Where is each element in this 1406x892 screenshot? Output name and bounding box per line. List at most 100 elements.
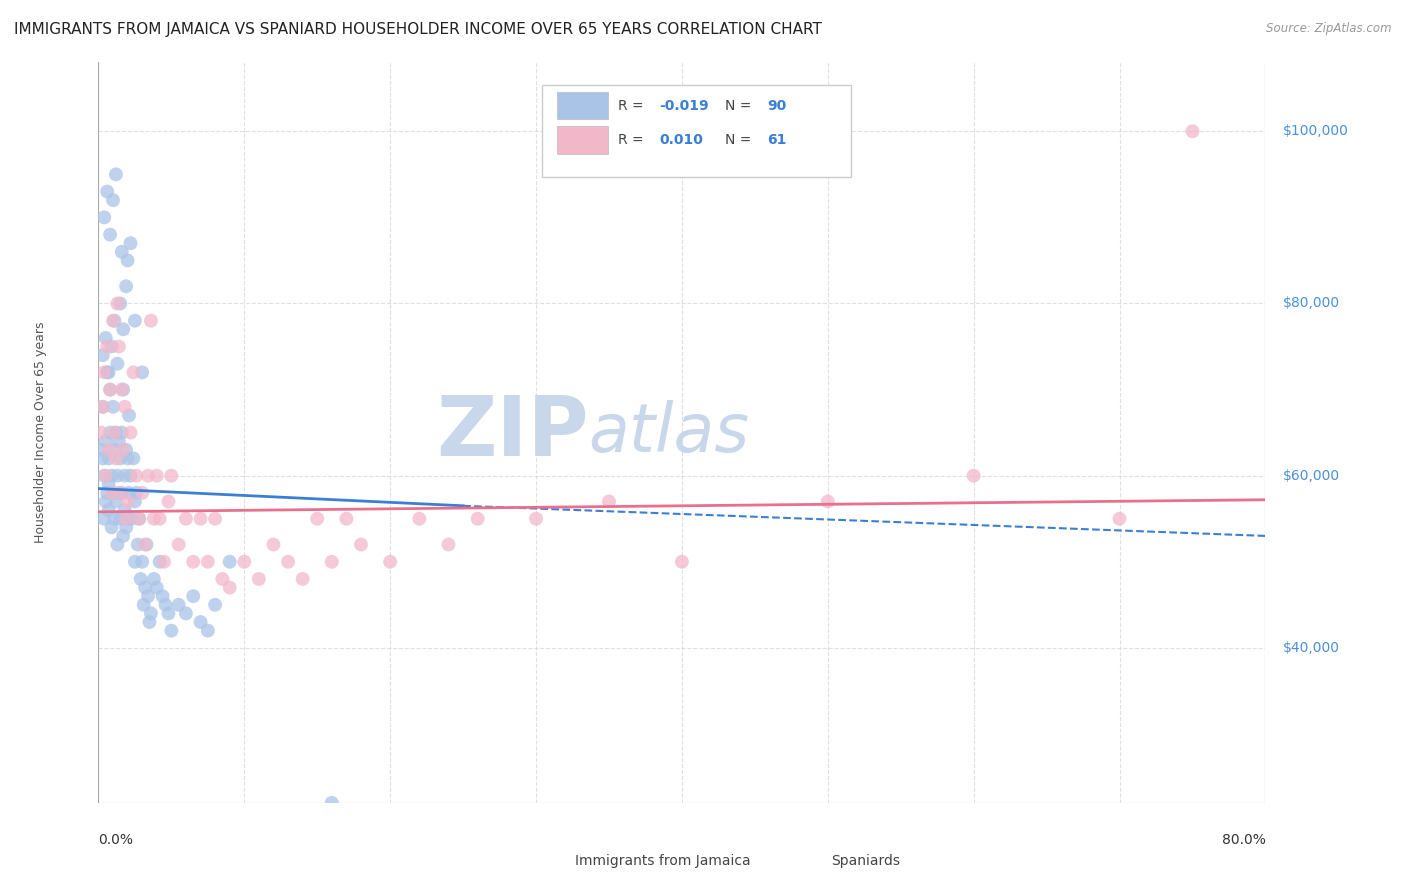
Point [321,555,343,569]
Point [118,409,141,423]
Point [157,494,180,508]
Point [129,572,152,586]
Point [97,451,120,466]
Text: R =: R = [617,99,648,113]
Point [197,555,219,569]
Point [117,512,139,526]
Point [91,451,114,466]
Point [124,494,146,508]
Point [97,503,120,517]
Point [131,555,153,569]
Point [118,486,141,500]
Point [96,185,118,199]
Point [204,512,226,526]
Point [174,512,197,526]
Point [122,365,145,379]
Text: Spaniards: Spaniards [831,854,900,868]
Point [380,555,402,569]
Point [93,512,115,526]
Text: $40,000: $40,000 [1282,640,1340,655]
Text: $80,000: $80,000 [1282,296,1340,310]
Point [136,468,159,483]
Point [131,486,153,500]
Point [105,537,128,551]
Point [122,451,145,466]
Point [104,451,127,466]
Text: IMMIGRANTS FROM JAMAICA VS SPANIARD HOUSEHOLDER INCOME OVER 65 YEARS CORRELATION: IMMIGRANTS FROM JAMAICA VS SPANIARD HOUS… [14,22,823,37]
Point [111,425,134,440]
Point [114,503,136,517]
Point [97,477,120,491]
Point [98,425,121,440]
Point [93,468,115,483]
Point [105,296,128,310]
Point [128,512,150,526]
Point [671,555,693,569]
Text: 90: 90 [768,99,786,113]
Point [111,244,134,259]
Point [97,365,120,379]
Point [104,425,127,440]
Point [134,581,156,595]
Point [96,486,118,500]
Point [115,279,138,293]
Point [94,494,117,508]
Point [181,555,204,569]
Point [524,512,547,526]
Point [335,512,357,526]
Point [153,555,176,569]
Point [96,339,118,353]
Point [124,314,146,328]
Point [307,512,329,526]
Text: $100,000: $100,000 [1282,124,1348,138]
Point [218,581,240,595]
Text: Source: ZipAtlas.com: Source: ZipAtlas.com [1267,22,1392,36]
Point [117,253,139,268]
Point [204,598,226,612]
Point [1108,512,1130,526]
Point [90,442,112,457]
Point [117,451,139,466]
Point [104,494,127,508]
Text: ZIP: ZIP [436,392,589,473]
Point [350,537,373,551]
Point [817,494,839,508]
Text: 0.0%: 0.0% [98,833,134,847]
Point [160,468,183,483]
Point [218,555,240,569]
Point [115,520,138,534]
Point [149,555,172,569]
Point [112,529,135,543]
Point [321,796,343,810]
Point [131,365,153,379]
Point [134,537,156,551]
Point [247,572,270,586]
Point [110,512,132,526]
Point [110,486,132,500]
Point [149,512,172,526]
Point [100,339,122,353]
Point [128,512,150,526]
Point [103,512,125,526]
Point [103,314,125,328]
Text: Householder Income Over 65 years: Householder Income Over 65 years [34,322,46,543]
Point [962,468,984,483]
Point [112,383,135,397]
Point [408,512,430,526]
Text: -0.019: -0.019 [659,99,710,113]
Point [110,296,132,310]
Point [155,598,177,612]
Point [291,572,314,586]
Text: atlas: atlas [589,400,749,466]
Text: 80.0%: 80.0% [1222,833,1265,847]
Point [103,425,125,440]
Point [121,512,143,526]
Point [114,468,136,483]
Point [111,486,134,500]
Point [100,486,122,500]
FancyBboxPatch shape [516,848,568,873]
Point [98,227,121,242]
Point [111,383,134,397]
Point [101,400,124,414]
Point [138,615,160,629]
